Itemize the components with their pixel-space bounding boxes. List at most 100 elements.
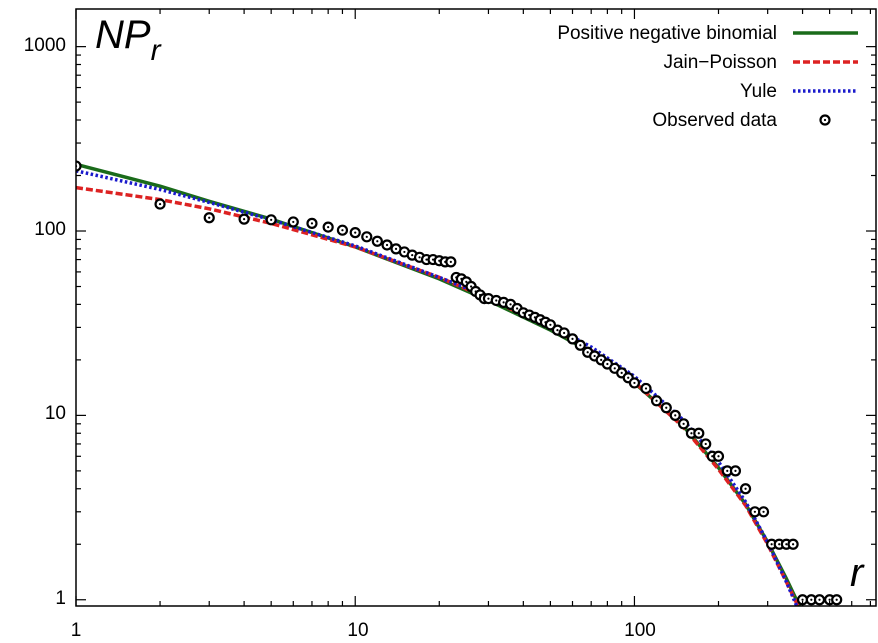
observed-point-center <box>734 469 737 472</box>
observed-point <box>693 427 705 439</box>
observed-point <box>640 382 652 395</box>
observed-point-center <box>502 301 505 304</box>
observed-point <box>238 213 250 225</box>
legend: Positive negative binomial Jain−Poisson … <box>557 23 858 131</box>
observed-point <box>322 221 334 233</box>
observed-point-center <box>522 311 525 314</box>
observed-point-center <box>791 543 795 546</box>
observed-point-center <box>418 256 421 259</box>
observed-point-center <box>571 337 574 340</box>
x-tick-label-100: 100 <box>624 620 656 641</box>
observed-point <box>813 594 826 606</box>
observed-point <box>566 333 579 345</box>
observed-point <box>757 506 770 518</box>
observed-point-center <box>376 240 379 243</box>
observed-point <box>544 319 556 331</box>
x-tick-label-1: 1 <box>71 620 82 641</box>
observed-point-center <box>593 354 596 358</box>
observed-point-center <box>449 260 452 263</box>
observed-point <box>628 377 641 389</box>
observed-point <box>669 409 681 421</box>
observed-point <box>729 465 742 477</box>
observed-point <box>306 217 318 229</box>
observed-point <box>203 212 215 224</box>
observed-point <box>361 231 373 243</box>
series-line-jain-poisson <box>76 185 800 606</box>
legend-label-observed-data: Observed data <box>652 110 777 131</box>
legend-label-yule: Yule <box>740 81 777 102</box>
axis-ticks <box>75 9 876 606</box>
observed-point-center <box>341 229 344 232</box>
observed-points <box>76 160 843 606</box>
y-tick-label-10: 10 <box>45 403 66 424</box>
observed-point-center <box>744 487 747 490</box>
series-line-yule <box>76 169 799 606</box>
observed-point-center <box>579 344 582 347</box>
observed-point-center <box>717 455 720 458</box>
observed-point-center <box>411 254 414 257</box>
observed-point-center <box>711 455 714 458</box>
observed-point-ring <box>76 160 82 172</box>
observed-point-center <box>327 226 330 229</box>
legend-label-jain-poisson: Jain−Poisson <box>663 52 777 73</box>
observed-point-center <box>606 362 609 366</box>
observed-point-center <box>785 543 788 546</box>
observed-point-center <box>770 543 773 546</box>
observed-point-center <box>655 399 658 402</box>
observed-point <box>650 395 663 407</box>
observed-point-center <box>270 218 273 221</box>
observed-point-center <box>310 222 314 225</box>
observed-point-center <box>682 422 685 425</box>
observed-point-center <box>620 371 623 374</box>
observed-point-center <box>726 469 729 472</box>
observed-point-center <box>292 220 295 224</box>
observed-point-center <box>835 598 838 601</box>
observed-point-center <box>465 280 468 283</box>
observed-point-center <box>394 247 398 250</box>
observed-point-center <box>487 297 490 300</box>
observed-point-center <box>828 598 831 601</box>
observed-point-center <box>697 432 700 435</box>
legend-label-positive-negative-binomial: Positive negative binomial <box>557 23 777 44</box>
observed-point-center <box>556 329 559 332</box>
observed-point <box>265 214 277 226</box>
observed-point-center <box>563 331 566 335</box>
observed-point <box>558 327 570 339</box>
observed-point-center <box>627 376 630 379</box>
observed-point <box>712 450 725 462</box>
observed-point-center <box>495 299 498 302</box>
y-axis-title-main: NP <box>95 13 151 57</box>
observed-point-center <box>158 202 162 206</box>
legend-marker-observed-data-center <box>823 118 827 122</box>
observed-point <box>371 235 383 247</box>
observed-point-center <box>600 358 603 361</box>
y-axis-title-sub: r <box>151 34 162 67</box>
observed-point <box>336 224 349 236</box>
x-axis-title: r <box>850 551 865 595</box>
observed-point <box>381 239 393 251</box>
y-tick-label-1: 1 <box>55 588 66 609</box>
observed-point-center <box>644 387 648 390</box>
observed-point-center <box>403 250 406 254</box>
observed-point <box>349 227 361 239</box>
observed-point-center <box>801 598 804 601</box>
observed-point-center <box>778 543 781 546</box>
observed-point-center <box>365 235 368 238</box>
y-tick-label-100: 100 <box>34 219 66 240</box>
observed-point-center <box>431 258 435 261</box>
series-line-positive-negative-binomial <box>76 162 802 606</box>
observed-point-center <box>810 598 813 601</box>
observed-point-center <box>509 303 512 306</box>
observed-point <box>154 198 166 210</box>
observed-point-center <box>818 598 821 601</box>
observed-point-center <box>665 406 668 409</box>
observed-point-center <box>690 432 693 435</box>
observed-point-center <box>613 367 616 370</box>
observed-point <box>831 594 843 606</box>
observed-point <box>678 418 690 430</box>
observed-point-center <box>762 510 765 513</box>
observed-point-center <box>549 323 552 326</box>
observed-point-center <box>586 351 589 354</box>
observed-point <box>700 438 712 450</box>
